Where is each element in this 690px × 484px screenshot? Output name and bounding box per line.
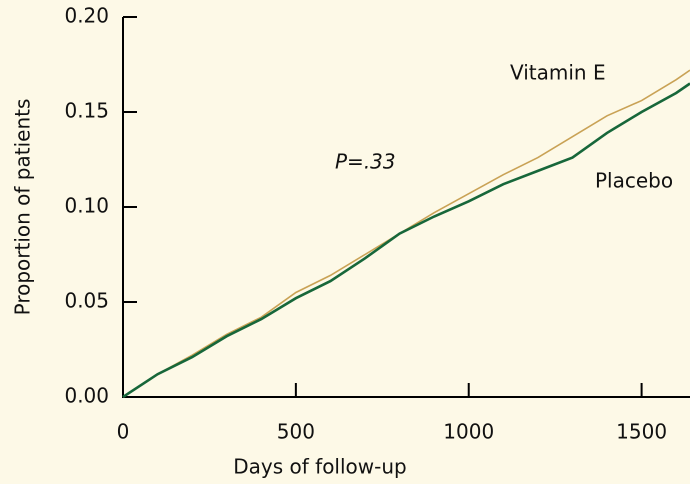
x-tick-label: 1500: [616, 420, 667, 444]
y-tick-label: 0.15: [64, 99, 109, 123]
x-tick-label: 0: [117, 420, 130, 444]
series-line: [122, 69, 690, 398]
y-axis-title: Proportion of patients: [11, 99, 35, 316]
x-axis-title: Days of follow-up: [233, 455, 406, 479]
y-tick-label: 0.10: [64, 194, 109, 218]
y-tick-label: 0.20: [64, 4, 109, 28]
series-label: Vitamin E: [510, 61, 606, 85]
series-label: Placebo: [595, 169, 673, 193]
x-tick-label: 1000: [443, 420, 494, 444]
y-tick-label: 0.05: [64, 289, 109, 313]
series-line: [122, 82, 690, 399]
y-tick-label: 0.00: [64, 384, 109, 408]
p-value-annotation: P=.33: [335, 150, 396, 174]
x-tick-label: 500: [277, 420, 315, 444]
